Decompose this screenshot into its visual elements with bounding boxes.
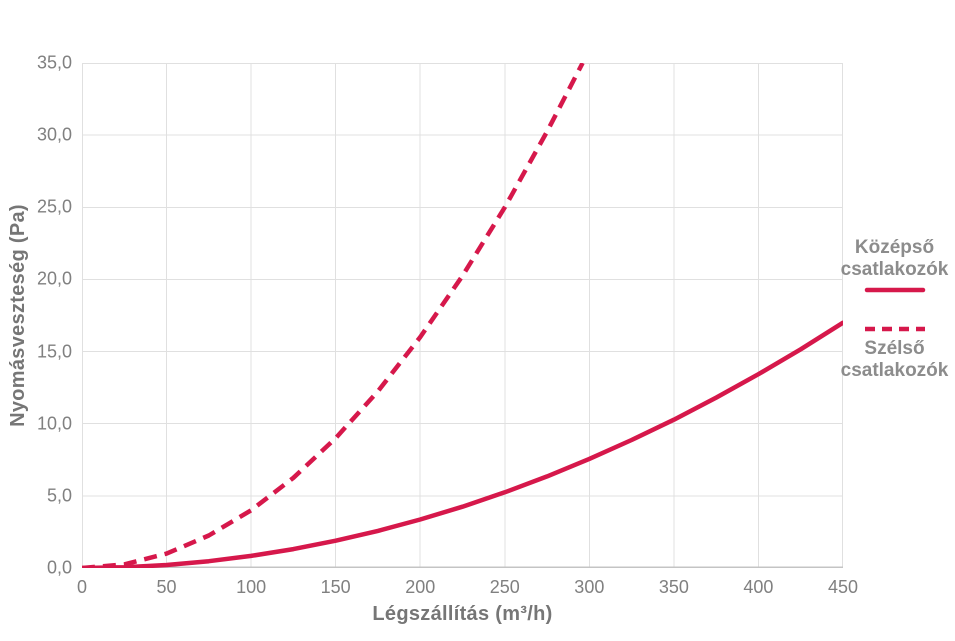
y-tick-label: 15,0 [36, 341, 72, 362]
y-tick-label: 5,0 [46, 485, 72, 506]
legend-entry-szelso: Szélső csatlakozók [834, 325, 955, 382]
y-tick-label: 25,0 [36, 196, 72, 217]
legend-label-szelso: Szélső csatlakozók [840, 337, 949, 381]
x-tick-label: 450 [827, 577, 859, 597]
y-tick-label: 0,0 [46, 557, 72, 578]
x-tick-label: 350 [658, 577, 689, 597]
solid-line-sample-icon [864, 287, 925, 292]
legend: Középső csatlakozók Szélső csatlakozók [834, 237, 955, 381]
y-tick-label: 10,0 [36, 413, 72, 434]
x-tick-label: 100 [236, 577, 267, 597]
legend-label-kozepso: Középső csatlakozók [840, 237, 949, 280]
x-axis-tick-labels: 0 50 100 150 200 250 300 350 400 450 [77, 577, 858, 599]
y-axis-tick-labels: 0,0 5,0 10,0 15,0 20,0 25,0 30,0 35,0 [0, 53, 72, 578]
legend-entry-kozepso: Középső csatlakozók [834, 237, 955, 294]
x-tick-label: 200 [405, 577, 436, 597]
x-tick-label: 0 [76, 577, 88, 597]
series-line-solid [82, 320, 843, 568]
y-tick-label: 35,0 [36, 52, 72, 73]
y-tick-label: 20,0 [36, 268, 72, 289]
gridlines [82, 63, 843, 568]
x-axis-title: Légszállítás (m³/h) [372, 603, 553, 625]
y-tick-label: 30,0 [36, 124, 72, 145]
series-line-dashed [82, 63, 585, 568]
plot-svg [82, 63, 843, 568]
dashed-line-sample-icon [864, 326, 925, 331]
series-group [82, 63, 843, 568]
x-tick-label: 150 [320, 577, 351, 597]
x-tick-label: 400 [743, 577, 774, 597]
plot-area [82, 63, 843, 568]
x-tick-label: 250 [489, 577, 520, 597]
x-tick-label: 50 [156, 577, 177, 597]
x-tick-label: 300 [574, 577, 605, 597]
plot-border [82, 63, 843, 568]
